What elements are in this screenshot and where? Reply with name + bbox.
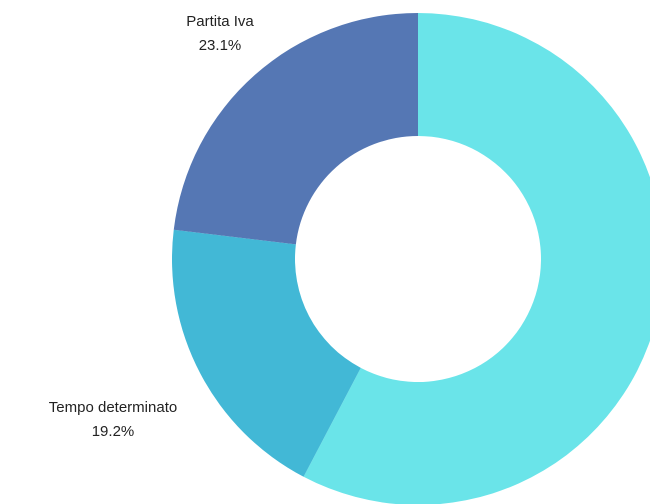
slice-label: Partita Iva bbox=[186, 13, 254, 30]
slice-label: Tempo determinato bbox=[49, 399, 177, 416]
donut-slice bbox=[172, 229, 361, 477]
slice-value-label: 23.1% bbox=[199, 37, 242, 54]
slice-value-label: 19.2% bbox=[92, 423, 135, 440]
donut-slice bbox=[173, 13, 418, 245]
donut-slice bbox=[303, 13, 650, 504]
